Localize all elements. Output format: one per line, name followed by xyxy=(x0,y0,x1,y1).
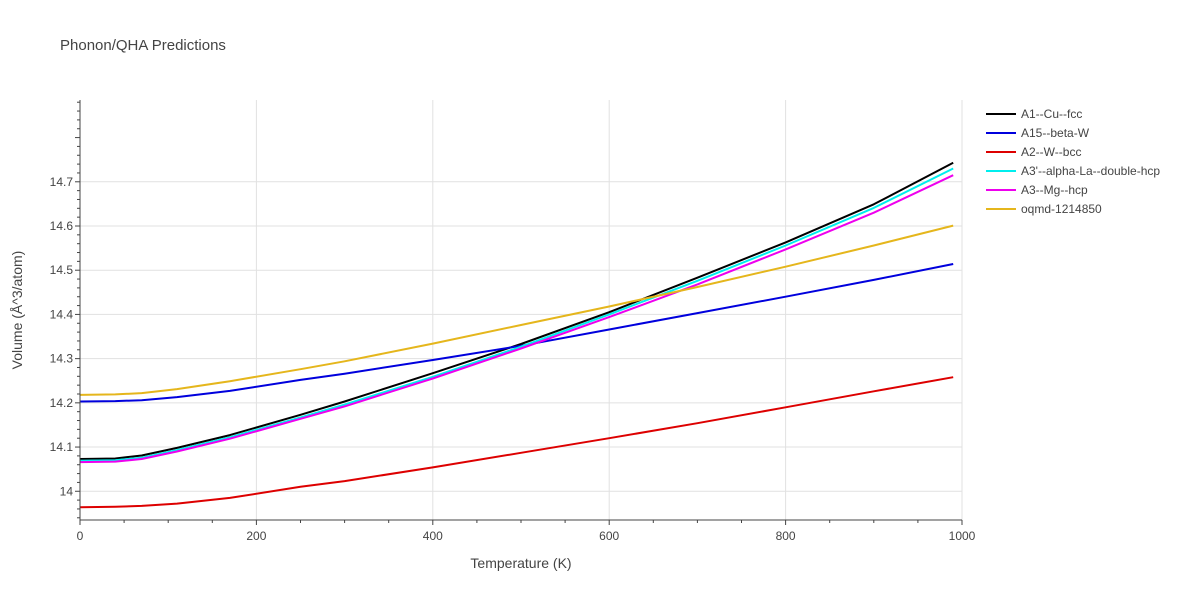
y-tick-labels: 14 14.1 14.2 14.3 14.4 14.5 14.6 14.7 xyxy=(50,175,74,498)
legend-item[interactable]: A1--Cu--fcc xyxy=(986,107,1082,121)
y-axis-label: Volume (Å^3/atom) xyxy=(9,251,25,370)
legend-label: A3--Mg--hcp xyxy=(1021,183,1088,197)
legend-item[interactable]: A3'--alpha-La--double-hcp xyxy=(986,164,1160,178)
legend-label: A3'--alpha-La--double-hcp xyxy=(1021,164,1160,178)
grid xyxy=(80,100,963,520)
y-tick-label: 14.7 xyxy=(50,175,74,189)
x-tick-label: 600 xyxy=(599,529,619,543)
legend-item[interactable]: A2--W--bcc xyxy=(986,145,1081,159)
x-tick-label: 400 xyxy=(423,529,443,543)
series-line-3 xyxy=(79,167,954,462)
legend-label: A15--beta-W xyxy=(1021,126,1090,140)
x-tick-label: 200 xyxy=(246,529,266,543)
y-tick-label: 14.4 xyxy=(50,307,74,321)
y-tick-label: 14 xyxy=(60,484,74,498)
series-line-2 xyxy=(79,376,954,509)
y-tick-label: 14.1 xyxy=(50,440,74,454)
legend-item[interactable]: oqmd-1214850 xyxy=(986,202,1102,216)
legend-item[interactable]: A15--beta-W xyxy=(986,126,1090,140)
y-tick-label: 14.2 xyxy=(50,396,74,410)
legend-item[interactable]: A3--Mg--hcp xyxy=(986,183,1088,197)
legend-label: A2--W--bcc xyxy=(1021,145,1081,159)
y-tick-label: 14.5 xyxy=(50,263,74,277)
x-tick-label: 800 xyxy=(776,529,796,543)
y-tick-label: 14.6 xyxy=(50,219,74,233)
x-tick-label: 1000 xyxy=(949,529,976,543)
series-line-0 xyxy=(79,161,954,460)
legend-label: oqmd-1214850 xyxy=(1021,202,1102,216)
chart-title: Phonon/QHA Predictions xyxy=(60,37,226,54)
series-line-5 xyxy=(79,224,954,396)
y-tick-label: 14.3 xyxy=(50,352,74,366)
legend-label: A1--Cu--fcc xyxy=(1021,107,1082,121)
series-lines xyxy=(79,161,954,509)
x-axis-label: Temperature (K) xyxy=(470,555,571,571)
legend[interactable]: A1--Cu--fcc A15--beta-W A2--W--bcc A3'--alp… xyxy=(986,107,1160,216)
axes xyxy=(75,100,963,525)
x-tick-label: 0 xyxy=(77,529,84,543)
series-line-1 xyxy=(79,263,954,403)
series-line-4 xyxy=(79,174,954,464)
x-tick-labels: 0 200 400 600 800 1000 xyxy=(77,529,976,543)
